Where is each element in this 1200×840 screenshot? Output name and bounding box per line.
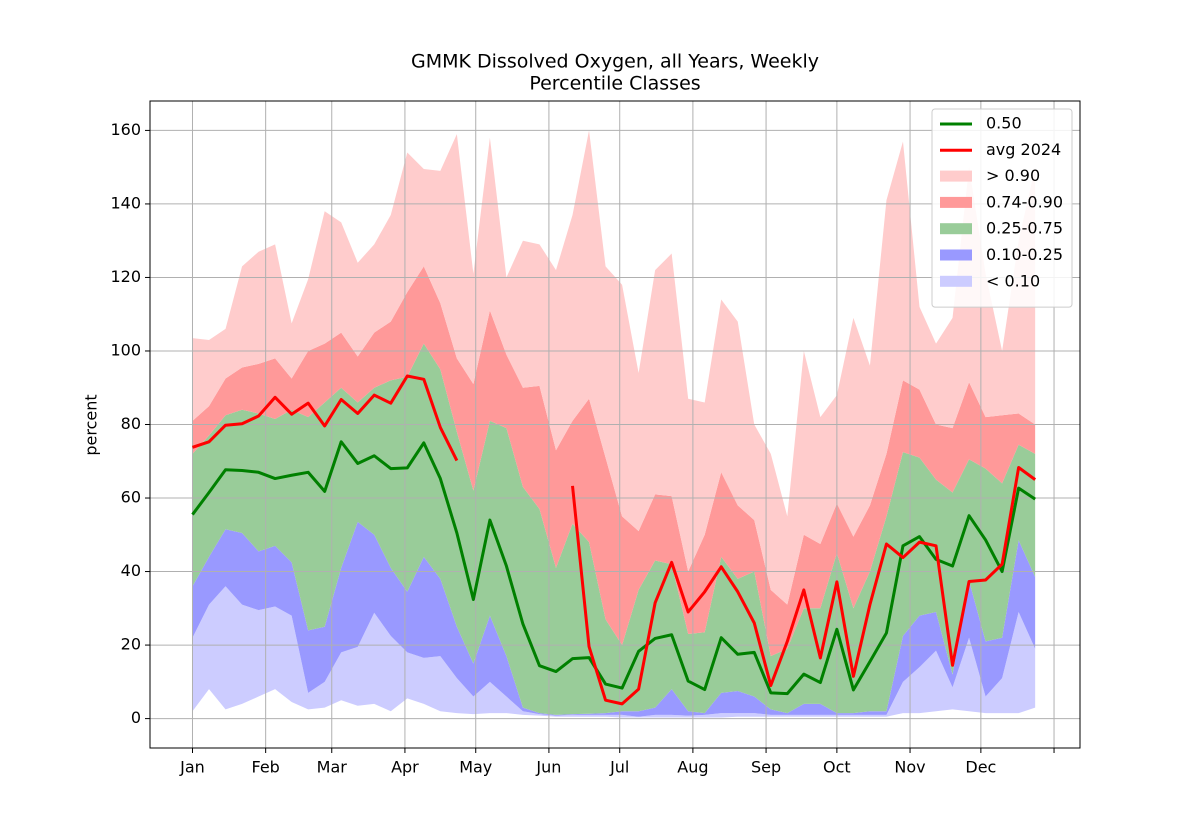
x-tick-label: Dec (965, 758, 996, 777)
x-tick-label: Mar (317, 758, 348, 777)
y-tick-label: 100 (110, 340, 141, 359)
y-tick-label: 0 (131, 708, 141, 727)
chart-subtitle: Percentile Classes (529, 73, 700, 95)
percentile-band (192, 130, 1036, 605)
legend-label: > 0.90 (986, 166, 1040, 185)
x-tick-label: Jun (535, 758, 561, 777)
y-tick-label: 60 (121, 488, 141, 507)
legend-swatch (940, 249, 972, 261)
y-tick-label: 140 (110, 193, 141, 212)
legend-label: avg 2024 (986, 140, 1061, 159)
legend-swatch (940, 170, 972, 182)
x-tick-label: Aug (677, 758, 708, 777)
y-tick-label: 40 (121, 561, 141, 580)
y-tick-label: 120 (110, 267, 141, 286)
x-tick-label: Jan (179, 758, 205, 777)
x-tick-label: Apr (391, 758, 419, 777)
legend-swatch (940, 275, 972, 287)
x-tick-label: Jul (609, 758, 629, 777)
percentile-band (192, 343, 1036, 715)
legend-label: 0.74-0.90 (986, 192, 1063, 211)
x-tick-label: Feb (251, 758, 279, 777)
plot-frame (149, 100, 1081, 749)
series-line (191, 440, 1036, 696)
legend-swatch (940, 223, 972, 235)
legend-label: 0.25-0.75 (986, 219, 1063, 238)
legend-label: 0.50 (986, 114, 1022, 133)
y-tick-label: 20 (121, 635, 141, 654)
percentile-band (192, 586, 1036, 718)
percentile-band (192, 266, 1036, 657)
legend-label: 0.10-0.25 (986, 245, 1063, 264)
x-tick-label: Nov (894, 758, 925, 777)
chart-title: GMMK Dissolved Oxygen, all Years, Weekly (411, 51, 819, 73)
legend-label: < 0.10 (986, 271, 1040, 290)
x-tick-label: Sep (751, 758, 781, 777)
y-tick-label: 80 (121, 414, 141, 433)
percentile-band (192, 521, 1036, 717)
series-line (192, 374, 1037, 706)
x-tick-label: May (459, 758, 492, 777)
y-tick-label: 160 (110, 120, 141, 139)
y-axis-label: percent (82, 394, 101, 455)
legend-swatch (940, 196, 972, 208)
x-tick-label: Oct (823, 758, 851, 777)
